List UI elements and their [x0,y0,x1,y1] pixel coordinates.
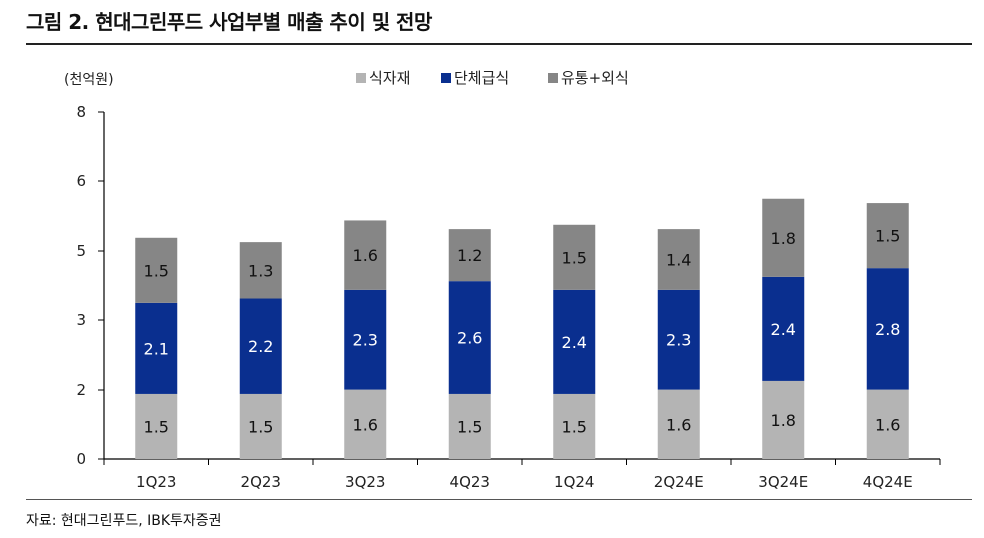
y-tick-label: 8 [76,103,86,121]
data-label: 1.6 [353,246,378,265]
data-label: 1.5 [248,417,273,436]
y-tick-label: 0 [76,450,86,468]
y-tick-label: 6 [76,172,86,190]
data-label: 1.6 [875,415,900,434]
legend: 식자재 단체급식 유통+외식 [356,69,629,87]
bars: 1.5 2.1 1.5 1.5 2.2 1.3 1.6 2.3 1.6 1.5 2.6 1.2 1.5 2… [135,198,909,459]
x-tick-label: 3Q24E [758,473,808,491]
source-rule [26,499,972,500]
data-label: 1.5 [144,261,169,280]
bar-segment [553,289,596,394]
data-label: 2.4 [771,320,796,339]
bar-segment [344,389,387,459]
figure-title: 그림 2. 현대그린푸드 사업부별 매출 추이 및 전망 [26,10,432,34]
data-label: 2.3 [666,331,691,350]
bar-segment [657,389,700,459]
x-tick-label: 1Q24 [554,473,594,491]
data-label: 1.5 [144,417,169,436]
legend-swatch [356,73,366,83]
y-tick-label: 2 [76,381,86,399]
legend-label: 식자재 [369,69,410,87]
bar-segment [448,393,491,459]
data-label: 2.8 [875,320,900,339]
bar-segment [553,224,596,290]
bar-segment [239,393,282,459]
legend-label: 단체급식 [454,69,509,87]
data-label: 1.3 [248,261,273,280]
data-label: 1.4 [666,250,691,269]
x-tick-label: 2Q23 [241,473,281,491]
data-label: 2.1 [144,339,169,358]
bar-segment [553,393,596,459]
data-label: 2.2 [248,337,273,356]
title-rule [26,43,972,45]
data-label: 1.5 [457,417,482,436]
data-label: 2.3 [353,331,378,350]
data-label: 1.5 [562,248,587,267]
bar-segment [448,229,491,282]
bar-segment [239,242,282,299]
x-tick-label: 4Q24E [863,473,913,491]
axes: 0 2 3 5 6 8 1Q23 2Q23 3Q23 4Q23 1Q24 2Q24E 3Q24E 4Q24… [76,103,941,491]
bar-segment [866,389,909,459]
bar-segment [762,380,805,459]
data-label: 1.5 [875,227,900,246]
bar-segment [762,276,805,381]
x-tick-label: 2Q24E [654,473,704,491]
bar-segment [135,393,178,459]
data-label: 1.5 [562,417,587,436]
bar-segment [135,302,178,394]
bar-segment [657,289,700,390]
legend-swatch [548,73,558,83]
bar-segment [135,237,178,303]
data-label: 1.6 [353,415,378,434]
data-label: 1.2 [457,246,482,265]
bar-segment [239,298,282,394]
bar-segment [448,281,491,394]
bar-segment [344,220,387,290]
x-tick-label: 4Q23 [450,473,490,491]
x-tick-label: 1Q23 [136,473,176,491]
y-tick-label: 3 [76,311,86,329]
source-note: 자료: 현대그린푸드, IBK투자증권 [26,513,222,529]
y-axis-unit-label: (천억원) [64,72,114,88]
legend-label: 유통+외식 [561,69,629,87]
data-label: 1.8 [771,411,796,430]
bar-segment [866,203,909,269]
data-label: 2.6 [457,329,482,348]
bar-segment [762,198,805,277]
data-label: 1.6 [666,415,691,434]
bar-segment [344,289,387,390]
x-tick-label: 3Q23 [345,473,385,491]
legend-swatch [441,73,451,83]
data-label: 1.8 [771,229,796,248]
y-tick-label: 5 [76,242,86,260]
bar-segment [866,268,909,390]
data-label: 2.4 [562,333,587,352]
bar-segment [657,229,700,290]
